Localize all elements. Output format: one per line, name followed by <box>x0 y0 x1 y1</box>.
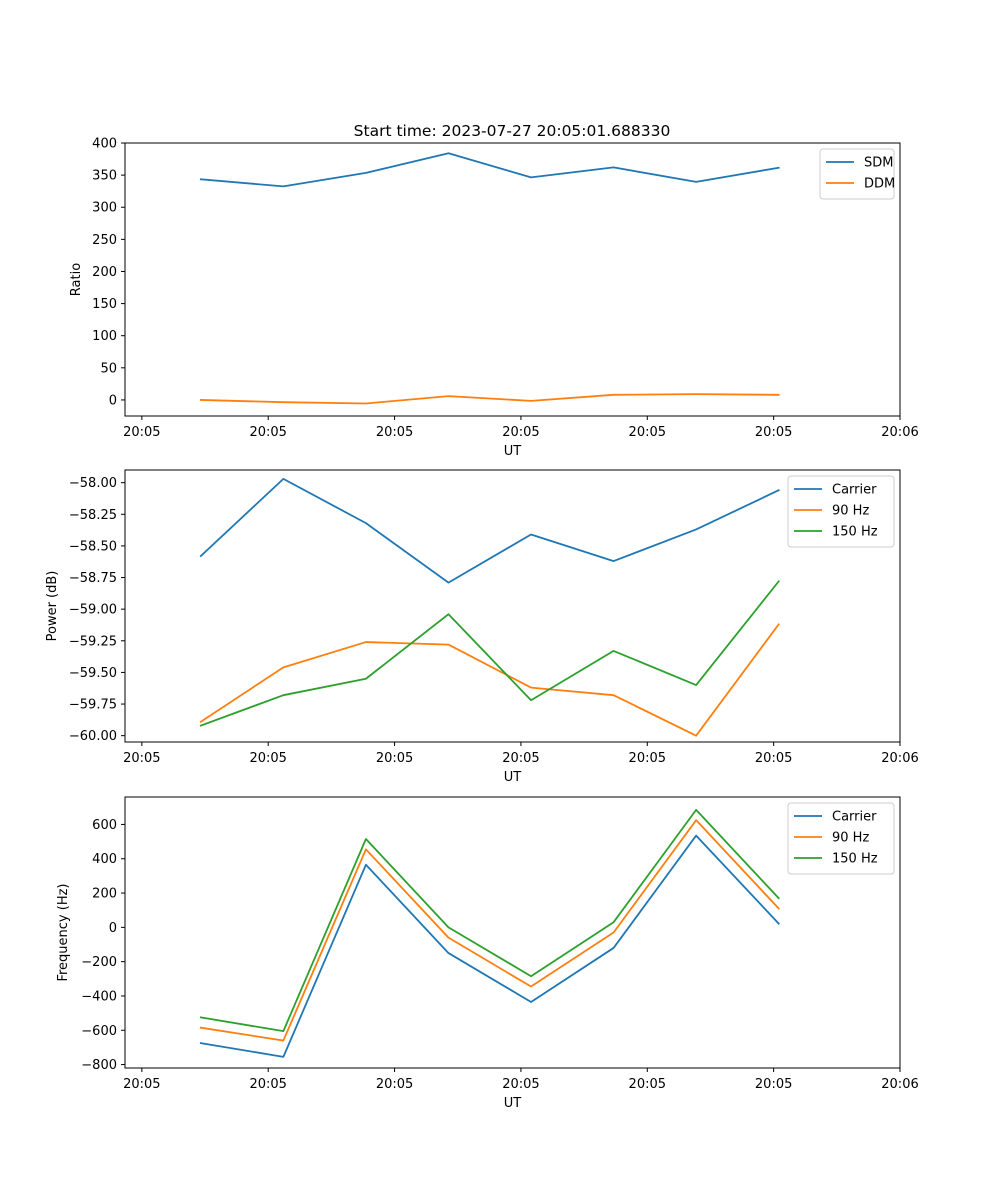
figure-title: Start time: 2023-07-27 20:05:01.688330 <box>354 122 671 140</box>
legend-label: 90 Hz <box>832 504 869 519</box>
y-tick-label: 200 <box>92 265 117 280</box>
y-axis-label: Ratio <box>69 263 84 296</box>
y-tick-label: −58.25 <box>69 508 117 523</box>
x-tick-label: 20:05 <box>629 1077 666 1092</box>
x-tick-label: 20:05 <box>502 751 539 766</box>
y-axis-label: Frequency (Hz) <box>56 883 71 981</box>
legend-box <box>787 475 895 548</box>
y-tick-label: −58.50 <box>69 539 117 554</box>
legend: Carrier 90 Hz 150 Hz <box>787 802 895 875</box>
y-tick-label: −800 <box>81 1058 117 1073</box>
axes-frame <box>124 142 901 417</box>
x-tick-label: 20:05 <box>123 1077 160 1092</box>
axes-frame <box>124 796 901 1069</box>
y-tick-label: 0 <box>109 921 117 936</box>
x-axis-label: UT <box>504 444 522 459</box>
x-tick-label: 20:05 <box>755 751 792 766</box>
x-axis-label: UT <box>504 1096 522 1111</box>
legend: SDM DDM <box>819 148 895 200</box>
series-line-150-hz <box>199 808 780 1033</box>
x-tick-label: 20:05 <box>123 425 160 440</box>
y-tick-label: 600 <box>92 818 117 833</box>
y-tick-label: −200 <box>81 955 117 970</box>
x-tick-label: 20:05 <box>502 1077 539 1092</box>
x-tick-label: 20:05 <box>249 751 286 766</box>
x-axis-label: UT <box>504 770 522 785</box>
x-tick-label: 20:05 <box>755 425 792 440</box>
y-tick-label: 0 <box>109 393 117 408</box>
x-tick-label: 20:05 <box>755 1077 792 1092</box>
series-line-90-hz <box>199 623 780 737</box>
legend-label: 150 Hz <box>832 525 878 540</box>
y-axis-label: Power (dB) <box>45 571 60 642</box>
series-line-carrier <box>199 477 780 584</box>
x-tick-label: 20:05 <box>249 1077 286 1092</box>
series-line-carrier <box>199 834 780 1058</box>
y-tick-label: −59.50 <box>69 666 117 681</box>
y-tick-label: 150 <box>92 297 117 312</box>
y-tick-label: −59.25 <box>69 634 117 649</box>
y-tick-label: 400 <box>92 137 117 152</box>
y-tick-label: 200 <box>92 887 117 902</box>
y-tick-label: 100 <box>92 329 117 344</box>
legend-label: DDM <box>864 177 895 192</box>
panel-ratio: 20:05 20:05 20:05 20:05 20:05 20:05 20:06 0 50 10… <box>69 137 919 460</box>
y-tick-label: −58.00 <box>69 476 117 491</box>
y-tick-label: 350 <box>92 169 117 184</box>
series-line-ddm <box>199 393 780 405</box>
y-tick-label: −58.75 <box>69 571 117 586</box>
axes-frame <box>124 469 901 743</box>
legend-label: SDM <box>864 156 893 171</box>
x-tick-label: 20:05 <box>376 1077 413 1092</box>
panel-frequency: 20:05 20:05 20:05 20:05 20:05 20:05 20:06 −800 −… <box>56 796 919 1111</box>
x-tick-label: 20:06 <box>881 1077 918 1092</box>
legend-label: Carrier <box>832 483 877 498</box>
y-tick-label: −59.00 <box>69 603 117 618</box>
x-tick-label: 20:06 <box>881 425 918 440</box>
legend-label: 150 Hz <box>832 852 878 867</box>
x-tick-label: 20:05 <box>629 425 666 440</box>
x-tick-label: 20:05 <box>629 751 666 766</box>
legend: Carrier 90 Hz 150 Hz <box>787 475 895 548</box>
panel-power: 20:05 20:05 20:05 20:05 20:05 20:05 20:06 −60.0… <box>45 469 919 785</box>
x-tick-label: 20:05 <box>249 425 286 440</box>
y-tick-label: 50 <box>100 361 117 376</box>
y-tick-label: −600 <box>81 1024 117 1039</box>
y-tick-label: −60.00 <box>69 729 117 744</box>
x-tick-label: 20:05 <box>376 751 413 766</box>
y-tick-label: 250 <box>92 233 117 248</box>
legend-box <box>787 802 895 875</box>
y-tick-label: −400 <box>81 989 117 1004</box>
y-tick-label: −59.75 <box>69 698 117 713</box>
legend-label: Carrier <box>832 810 877 825</box>
series-line-150-hz <box>199 580 780 727</box>
series-line-sdm <box>199 152 780 188</box>
x-tick-label: 20:05 <box>123 751 160 766</box>
x-tick-label: 20:05 <box>376 425 413 440</box>
x-tick-label: 20:05 <box>502 425 539 440</box>
x-tick-label: 20:06 <box>881 751 918 766</box>
legend-label: 90 Hz <box>832 831 869 846</box>
series-line-90-hz <box>199 819 780 1042</box>
y-tick-label: 400 <box>92 852 117 867</box>
y-tick-label: 300 <box>92 201 117 216</box>
